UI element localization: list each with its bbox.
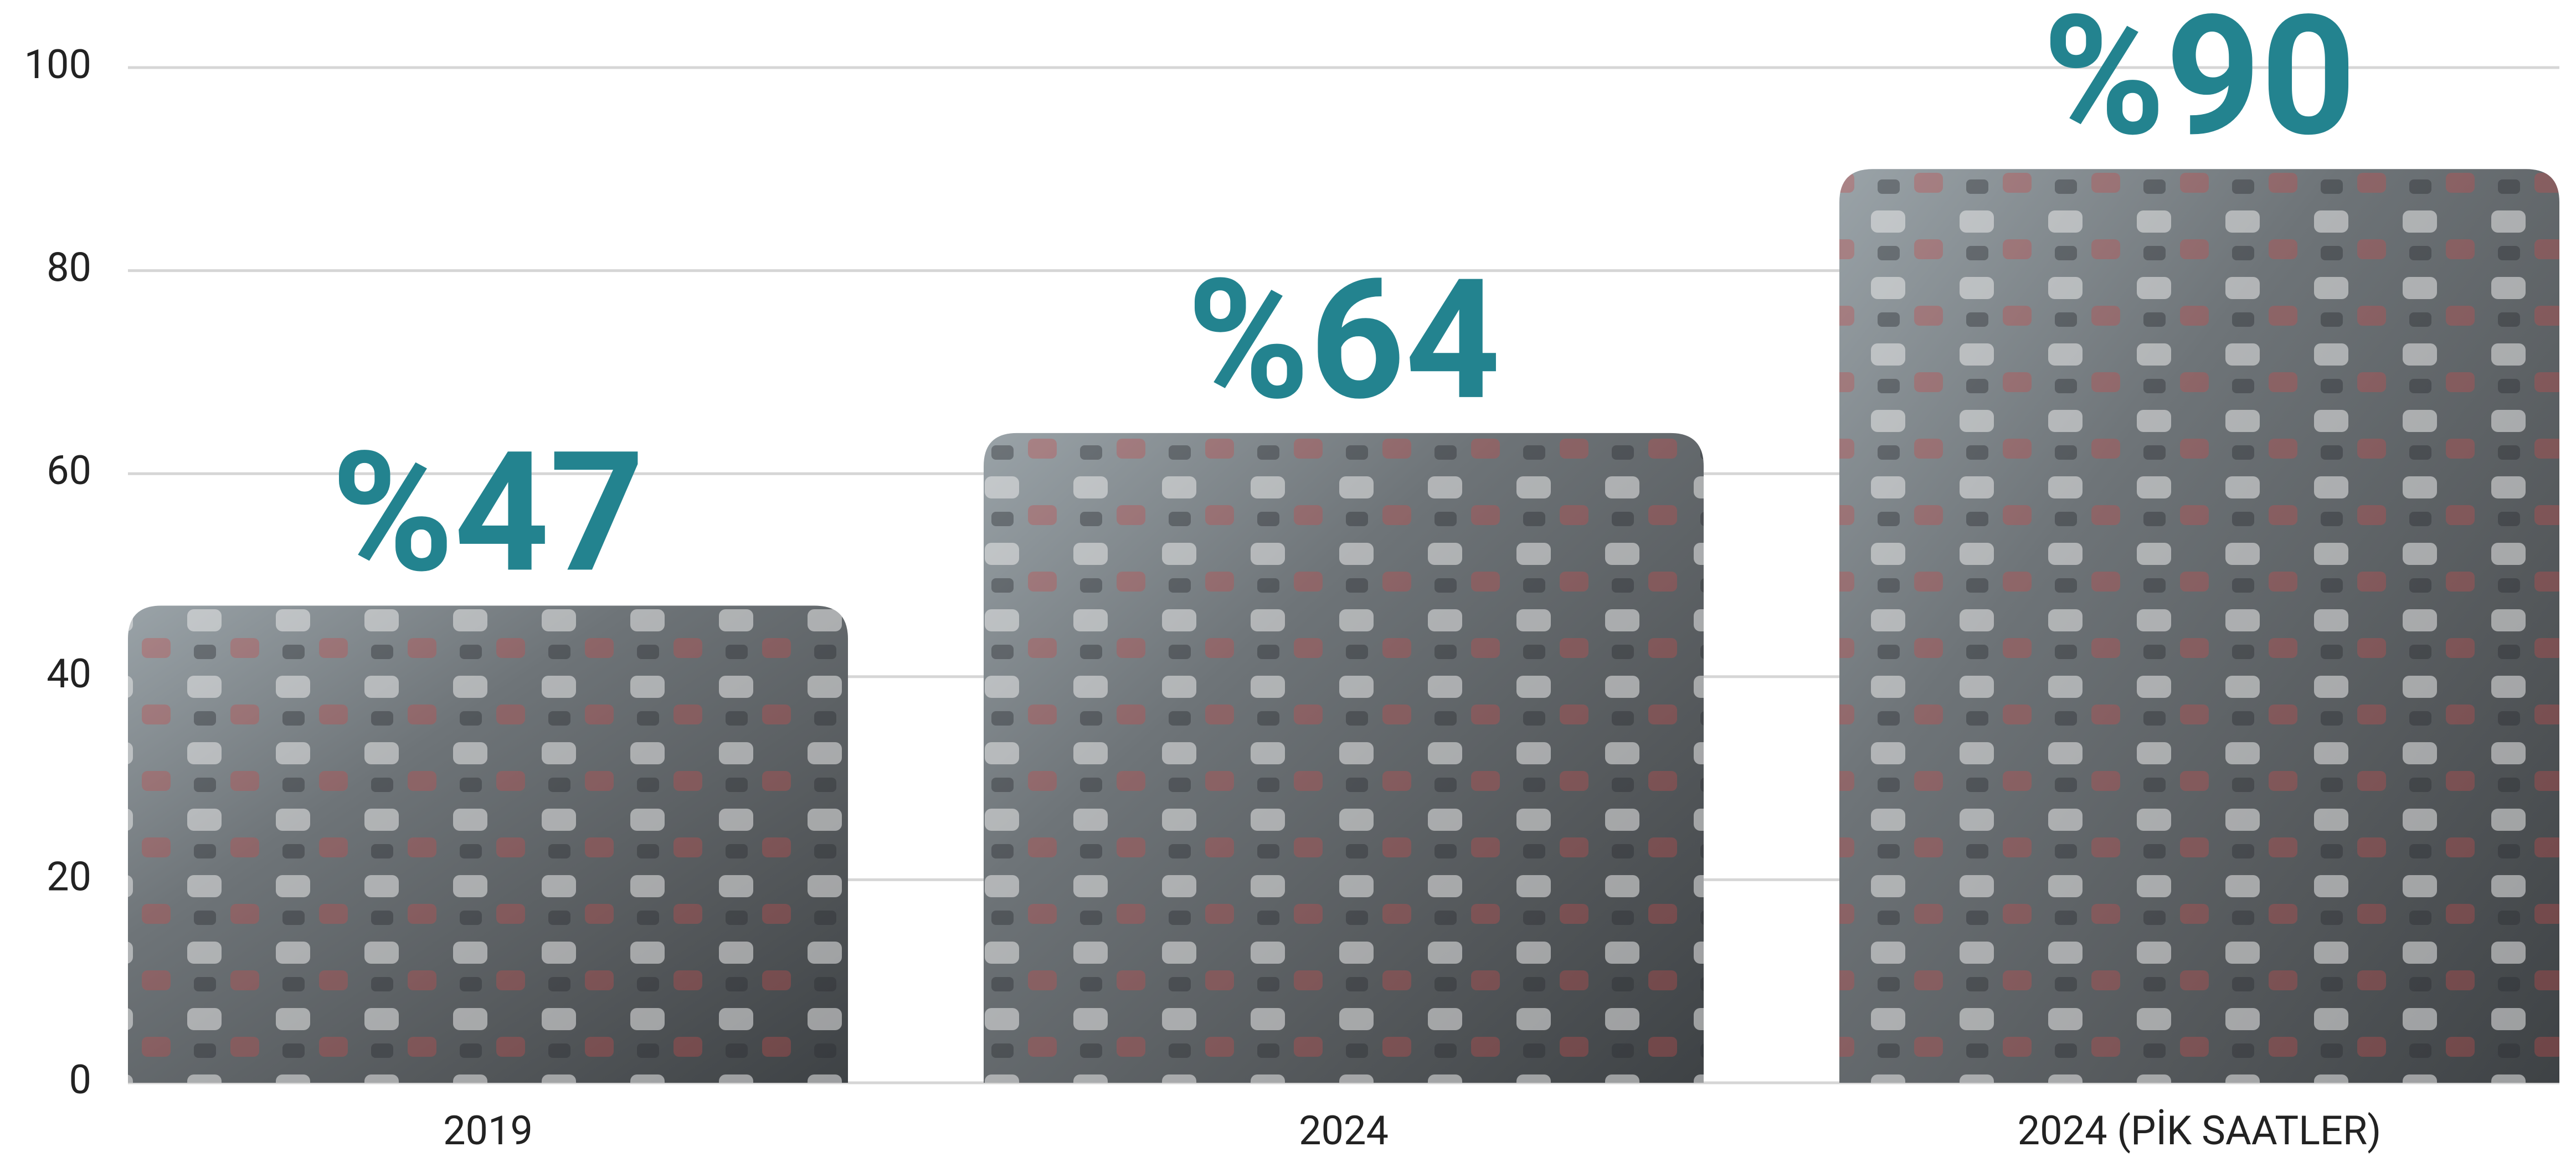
y-tick-label: 80 [47,244,91,291]
bar-texture [1839,169,2559,1083]
y-tick-label: 60 [47,447,91,494]
x-tick-label: 2024 (PİK SAATLER) [2018,1107,2382,1154]
value-label: %90 [2043,0,2356,174]
bar-texture [984,433,1704,1083]
x-tick-label: 2024 [1299,1107,1389,1154]
y-tick-label: 20 [47,853,91,900]
y-tick-label: 40 [47,650,91,697]
y-tick-label: 0 [69,1056,91,1103]
y-tick-label: 100 [24,41,91,88]
value-label: %47 [331,416,645,610]
x-tick-label: 2019 [443,1107,533,1154]
value-label: %64 [1187,244,1500,438]
bar-texture [128,605,848,1083]
